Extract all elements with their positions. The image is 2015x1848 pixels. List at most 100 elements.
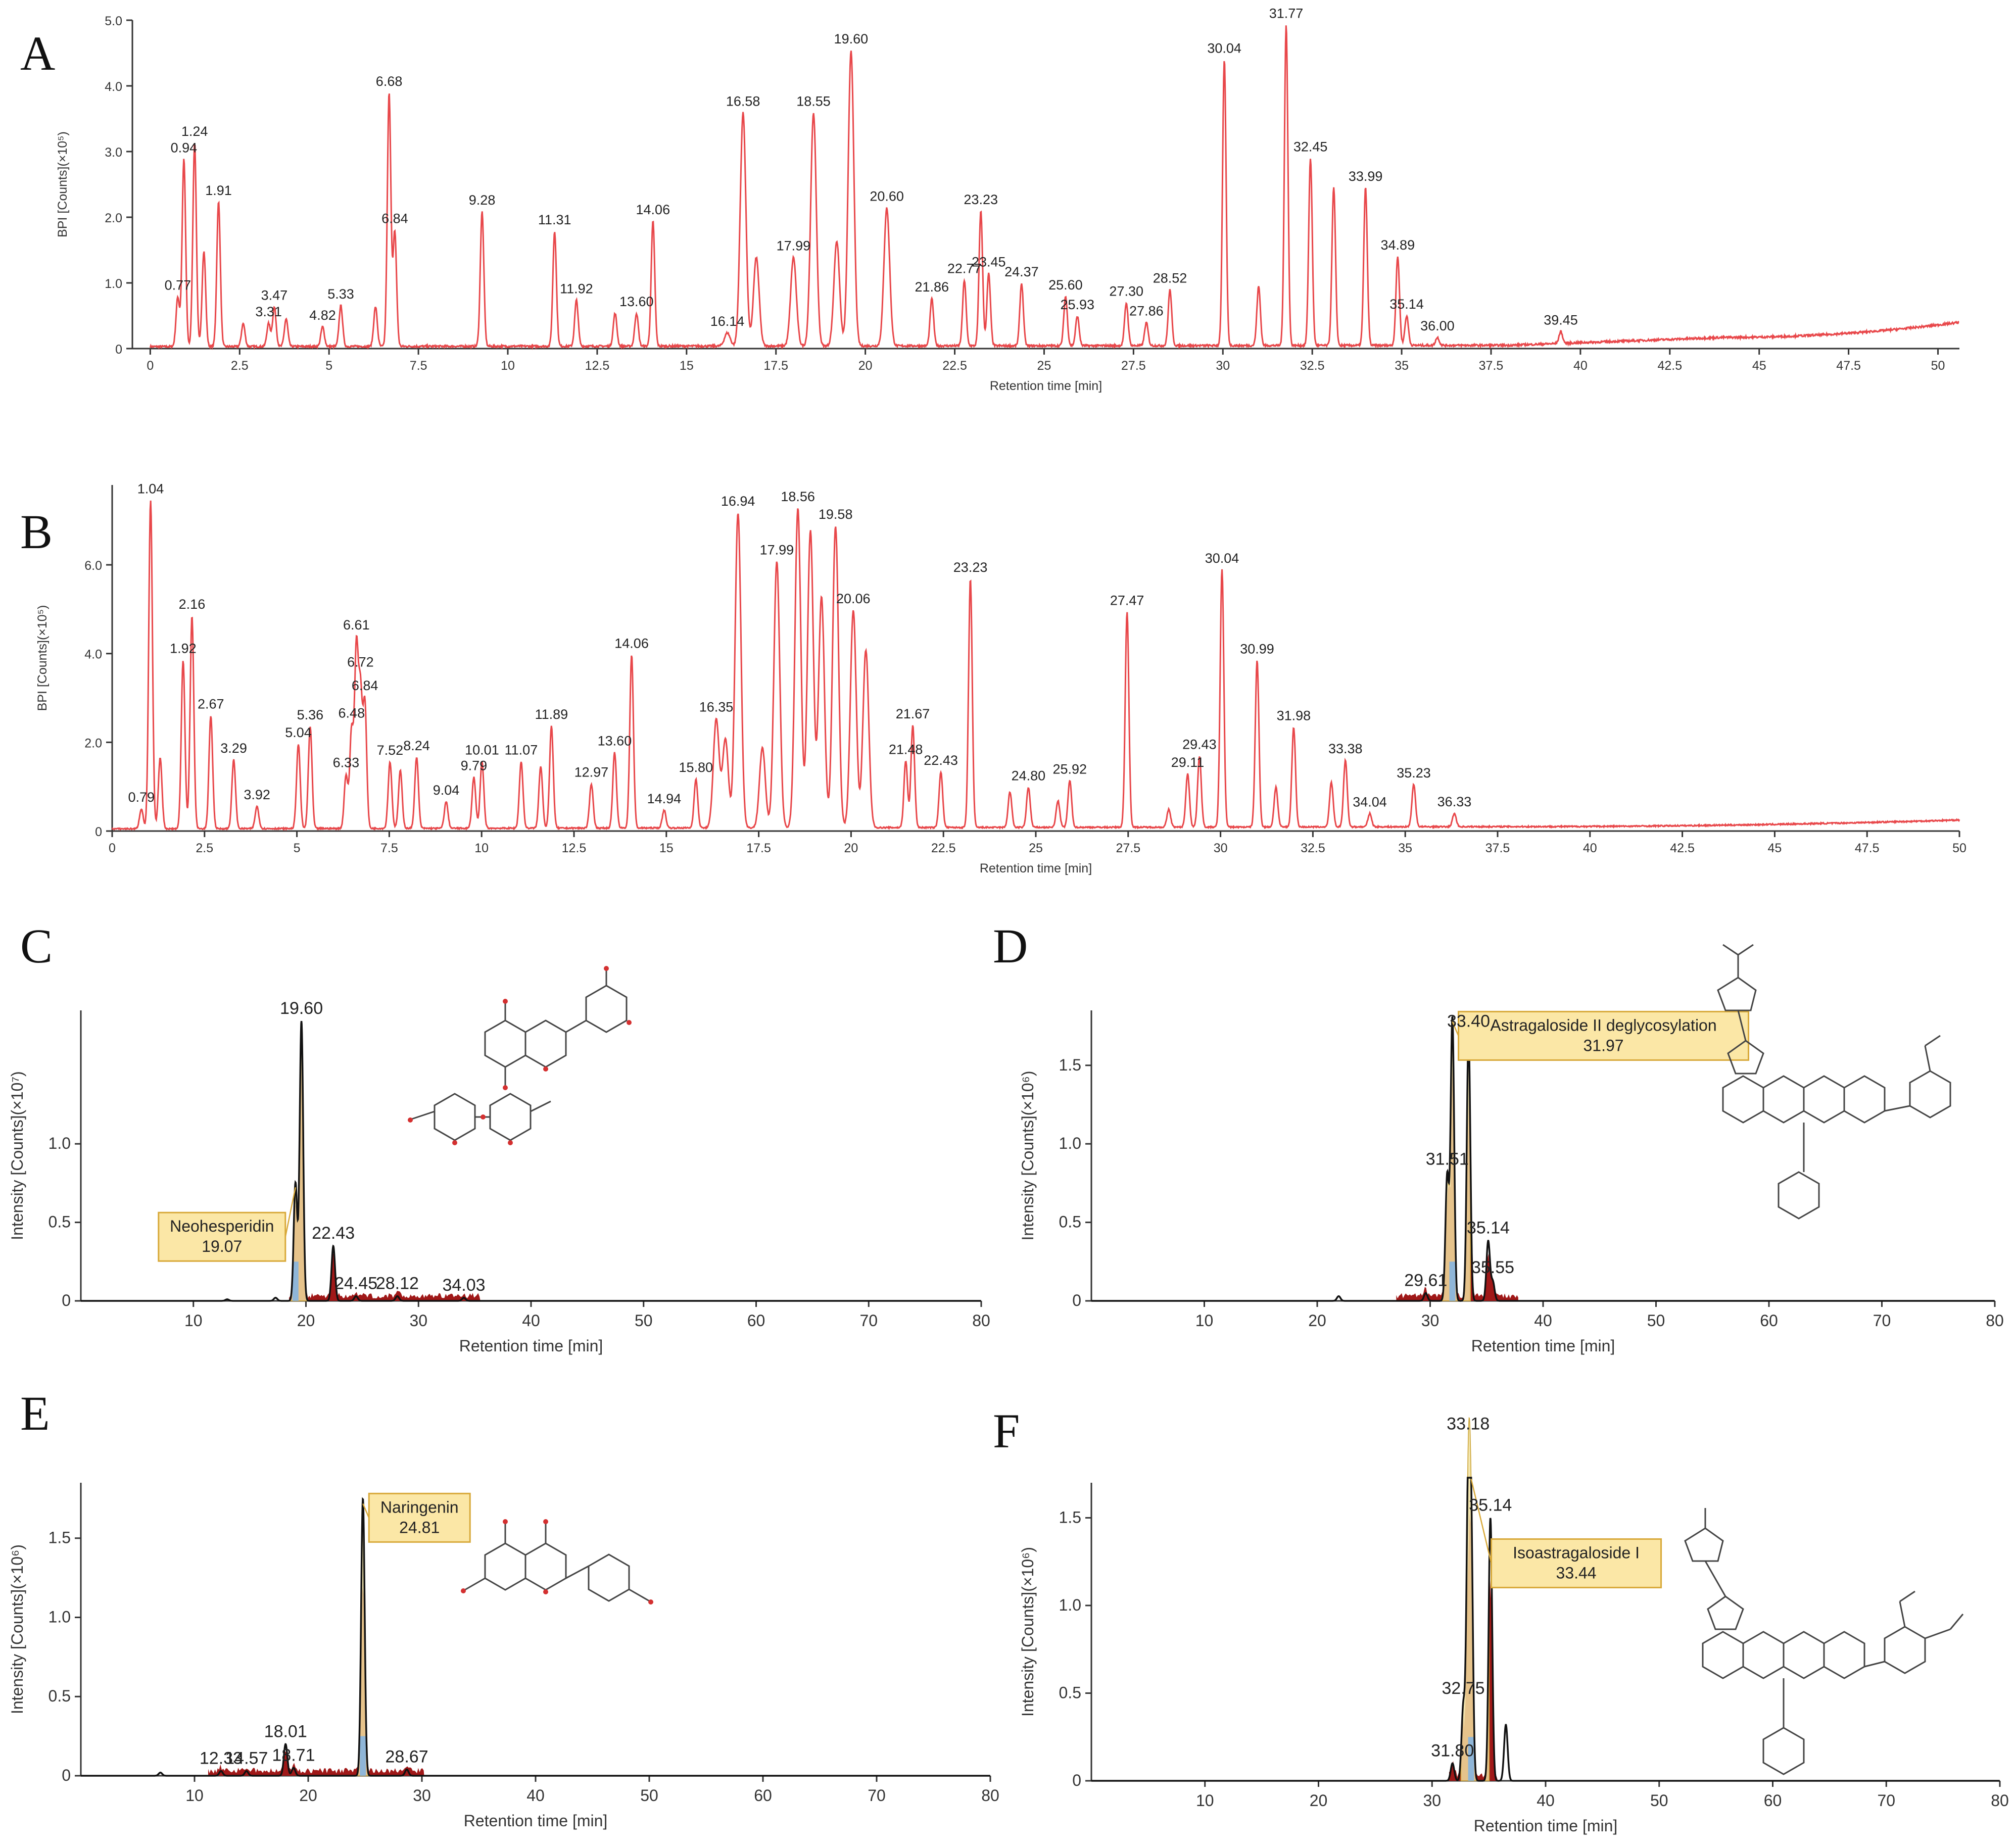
chromatogram-panel-b: 0 2.5 5 7.5 10 12.5 15 17.5 20 22.5 25 27.5 30 32.5 35…	[35, 481, 1966, 876]
astragaloside-ii-structure	[1717, 944, 1951, 1220]
x-tick-label: 37.5	[1479, 359, 1504, 373]
x-tick-label: 30	[1214, 841, 1228, 855]
peak-label: 27.30	[1109, 284, 1143, 299]
peak-label: 16.35	[699, 699, 734, 714]
peak-label: 36.33	[1437, 794, 1472, 809]
target-peak-core	[1468, 1737, 1474, 1781]
target-peak-core	[360, 1736, 366, 1776]
peak-label: 6.61	[343, 617, 370, 633]
x-tick-label: 15	[680, 359, 694, 373]
y-tick-label: 1.5	[1059, 1508, 1081, 1526]
peak-label: 9.28	[469, 192, 496, 208]
peak-label: 28.52	[1153, 271, 1187, 286]
panel-letter-c: C	[20, 919, 53, 973]
peak-label: 29.61	[1404, 1271, 1447, 1290]
x-tick-label: 70	[1877, 1791, 1895, 1810]
chromatogram-trace	[111, 500, 1960, 832]
callout-leader	[1452, 1021, 1459, 1036]
peak-label: 31.80	[1431, 1741, 1474, 1760]
y-tick-label: 0.5	[49, 1213, 71, 1231]
y-tick-label: 0	[62, 1766, 71, 1784]
target-peak-core	[1449, 1261, 1456, 1301]
peak-label: 0.79	[128, 790, 155, 805]
peak-label: 25.93	[1060, 297, 1094, 312]
peak-label: 14.06	[636, 202, 670, 217]
peak-label: 17.99	[777, 238, 811, 253]
peak-label: 28.67	[386, 1747, 428, 1766]
peak-label: 18.55	[796, 93, 831, 109]
y-axis-title: BPI [Counts](×10⁵)	[35, 605, 50, 711]
x-tick-label: 30	[1216, 359, 1230, 373]
x-tick-label: 40	[1583, 841, 1597, 855]
peak-label: 1.24	[181, 124, 208, 139]
x-tick-label: 50	[1931, 359, 1945, 373]
x-tick-label: 50	[1952, 841, 1966, 855]
x-axis-title: Retention time [min]	[464, 1812, 608, 1830]
x-tick-label: 27.5	[1116, 841, 1140, 855]
y-tick-label: 0	[62, 1291, 71, 1309]
peak-label: 14.57	[225, 1749, 268, 1768]
callout-leader	[362, 1503, 370, 1518]
x-tick-label: 42.5	[1657, 359, 1682, 373]
x-tick-label: 15	[659, 841, 674, 855]
peak-label: 11.92	[560, 281, 593, 296]
peak-label: 4.82	[309, 308, 336, 323]
peak-label: 35.14	[1389, 297, 1424, 312]
compound-callout-text: 24.81	[399, 1518, 440, 1536]
peak-label: 15.80	[679, 760, 713, 775]
peak-label: 6.33	[333, 755, 360, 770]
y-tick-label: 0	[1072, 1771, 1081, 1789]
peak-label: 13.60	[619, 294, 654, 309]
x-tick-label: 50	[1647, 1311, 1665, 1330]
peak-label: 21.86	[915, 279, 949, 295]
x-tick-label: 32.5	[1300, 359, 1325, 373]
peak-label: 36.00	[1420, 318, 1455, 333]
peak-label: 11.89	[535, 707, 568, 722]
compound-callout-text: Isoastragaloside I	[1513, 1543, 1640, 1562]
compound-callout-box	[1491, 1538, 1662, 1588]
x-tick-label: 80	[1991, 1791, 2009, 1810]
peak-label: 3.47	[261, 288, 288, 303]
peak-label: 35.55	[1471, 1258, 1514, 1277]
neohesperidin-heteroatoms	[408, 966, 632, 1145]
peak-label: 6.84	[381, 211, 408, 226]
peak-label: 8.24	[403, 738, 430, 753]
y-tick-label: 3.0	[105, 145, 122, 160]
peak-label: 19.60	[280, 999, 323, 1018]
x-tick-label: 60	[754, 1786, 772, 1805]
peak-label: 5.04	[285, 725, 312, 740]
x-axis-title: Retention time [min]	[459, 1337, 603, 1355]
x-tick-label: 40	[1534, 1311, 1552, 1330]
y-tick-label: 1.5	[1059, 1056, 1081, 1074]
chromatogram-panel-d: 10 20 30 40 50 60 70 80 0 0.5 1.0 1.5 Retention time…	[1019, 1010, 2004, 1355]
peak-label: 9.04	[433, 783, 460, 798]
panel-letter-d: D	[993, 919, 1028, 973]
x-tick-label: 20	[844, 841, 858, 855]
x-tick-label: 30	[413, 1786, 431, 1805]
y-tick-label: 6.0	[84, 559, 102, 573]
x-tick-label: 10	[501, 359, 515, 373]
peak-label: 33.38	[1328, 741, 1363, 756]
peak-label: 3.31	[255, 304, 282, 319]
peak-label: 3.29	[220, 741, 247, 756]
x-tick-label: 20	[1310, 1791, 1328, 1810]
compound-callout-box	[158, 1211, 286, 1262]
x-tick-label: 70	[1873, 1311, 1891, 1330]
panel-letter-a: A	[20, 26, 55, 80]
x-tick-label: 80	[1986, 1311, 2004, 1330]
y-tick-label: 0.5	[1059, 1683, 1081, 1701]
peak-label: 16.14	[710, 314, 745, 329]
x-tick-label: 50	[635, 1311, 653, 1330]
peak-label: 6.48	[339, 705, 365, 720]
peak-label: 5.33	[327, 286, 354, 302]
x-tick-label: 17.5	[763, 359, 788, 373]
chromatogram-panel-f: 10 20 30 40 50 60 70 80 0 0.5 1.0 1.5 Retention time…	[1019, 1415, 2009, 1835]
peak-label: 34.04	[1353, 794, 1387, 809]
y-axis-title: BPI [Counts](×10⁵)	[56, 131, 70, 237]
y-tick-label: 0.5	[1059, 1213, 1081, 1231]
peak-label: 1.92	[170, 641, 197, 656]
peak-label: 6.84	[352, 678, 378, 693]
chromatogram-trace	[149, 25, 1959, 351]
chromatogram-trace	[81, 1020, 981, 1302]
x-axis-title: Retention time [min]	[1471, 1337, 1615, 1355]
